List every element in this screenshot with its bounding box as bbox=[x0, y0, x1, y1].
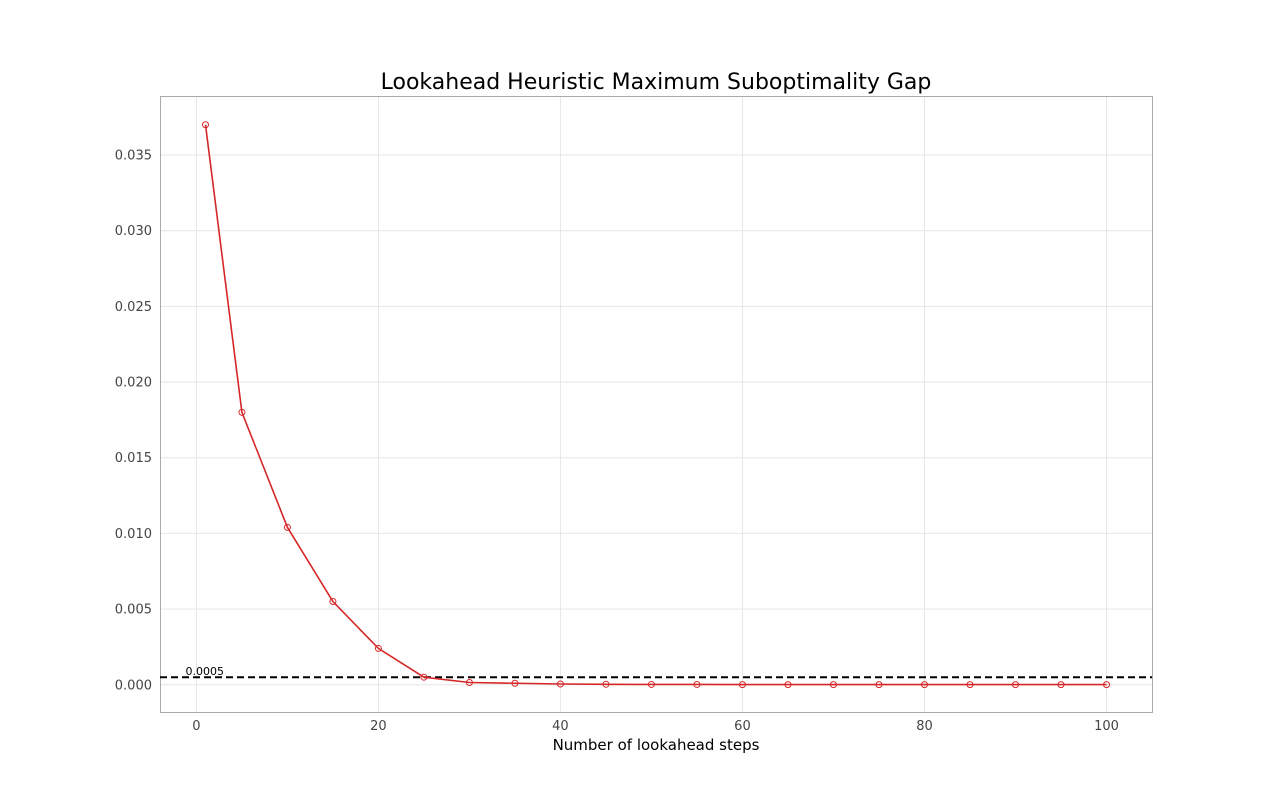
data-point bbox=[465, 678, 473, 686]
data-point bbox=[556, 680, 564, 688]
y-tick-label: 0.015 bbox=[115, 451, 152, 466]
data-point bbox=[329, 598, 337, 606]
data-point bbox=[966, 681, 974, 689]
x-axis-label: Number of lookahead steps bbox=[553, 736, 760, 754]
threshold-group: 0.0005 bbox=[160, 665, 1152, 679]
data-point bbox=[374, 644, 382, 652]
data-point bbox=[602, 680, 610, 688]
data-point bbox=[647, 680, 655, 688]
series-group bbox=[202, 121, 1110, 689]
data-point bbox=[829, 681, 837, 689]
data-point bbox=[784, 681, 792, 689]
series-line bbox=[204, 124, 1107, 686]
x-tick-label: 0 bbox=[192, 719, 200, 734]
y-tick-label: 0.005 bbox=[115, 603, 152, 618]
data-point bbox=[875, 681, 883, 689]
data-point bbox=[238, 408, 246, 416]
data-point bbox=[1011, 681, 1019, 689]
y-tick-label: 0.025 bbox=[115, 300, 152, 315]
plot-frame bbox=[160, 96, 1153, 713]
x-tick-label: 80 bbox=[916, 719, 933, 734]
x-tick-label: 60 bbox=[734, 719, 751, 734]
x-tick-label: 40 bbox=[552, 719, 569, 734]
grid bbox=[160, 96, 1152, 712]
data-point bbox=[283, 523, 291, 531]
data-point bbox=[202, 121, 210, 129]
chart-title: Lookahead Heuristic Maximum Suboptimalit… bbox=[381, 70, 932, 95]
data-point bbox=[1102, 681, 1110, 689]
threshold-label: 0.0005 bbox=[185, 665, 224, 678]
y-tick-label: 0.020 bbox=[115, 376, 152, 391]
x-tick-label: 20 bbox=[370, 719, 387, 734]
data-point bbox=[738, 681, 746, 689]
ticks-group: 0 20 40 60 80 100 0.000 0.005 0.010 0.015 0.020 0.0… bbox=[115, 149, 1119, 734]
data-point bbox=[920, 681, 928, 689]
x-tick-label: 100 bbox=[1094, 719, 1119, 734]
data-point bbox=[511, 679, 519, 687]
y-tick-label: 0.000 bbox=[115, 678, 152, 693]
y-tick-label: 0.010 bbox=[115, 527, 152, 542]
y-tick-label: 0.035 bbox=[115, 149, 152, 164]
data-point bbox=[420, 673, 428, 681]
data-point bbox=[693, 680, 701, 688]
y-tick-label: 0.030 bbox=[115, 224, 152, 239]
data-point bbox=[1057, 681, 1065, 689]
